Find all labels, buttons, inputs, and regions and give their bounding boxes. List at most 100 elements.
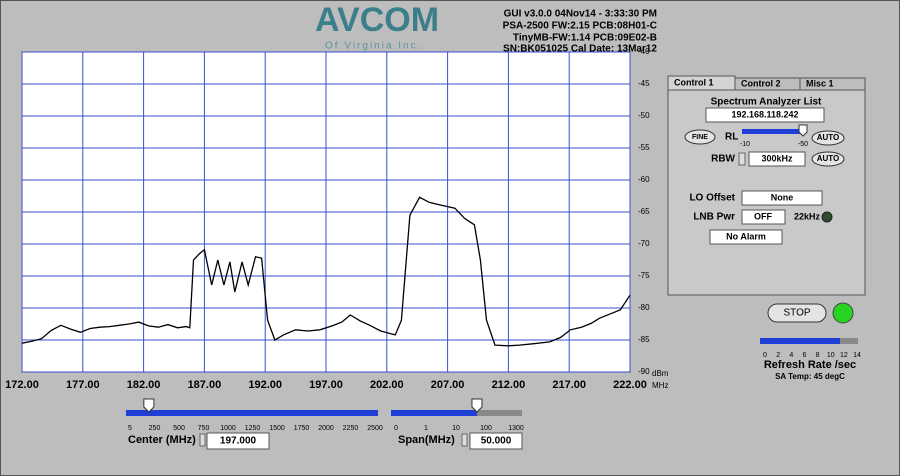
x-tick-label: 202.00 <box>370 379 404 391</box>
rl-slider[interactable] <box>742 129 805 134</box>
y-tick-label: -90 <box>638 367 650 376</box>
lnb-box[interactable] <box>741 209 786 225</box>
x-tick-label: 177.00 <box>66 379 100 391</box>
slider-tick-label: 250 <box>149 425 161 432</box>
lnb-value: OFF <box>754 211 772 221</box>
slider-tick-label: 2 <box>776 352 780 359</box>
slider-tick-label: 750 <box>198 425 210 432</box>
rl-label: RL <box>725 132 738 143</box>
slider-tick-label: 2250 <box>343 425 359 432</box>
alarm-text: No Alarm <box>726 231 766 241</box>
lo-value: None <box>771 192 794 202</box>
y-unit: dBm <box>652 369 669 378</box>
slider-tick-label: 1300 <box>508 425 524 432</box>
y-tick-label: -55 <box>638 143 650 152</box>
y-tick-label: -60 <box>638 175 650 184</box>
x-tick-label: 217.00 <box>552 379 586 391</box>
run-led <box>832 302 854 324</box>
y-tick-label: -75 <box>638 271 650 280</box>
slider-tick-label: 5 <box>128 425 132 432</box>
lo-label: LO Offset <box>689 193 735 204</box>
y-tick-label: -40 <box>638 47 650 56</box>
auto-button[interactable] <box>811 130 845 146</box>
slider-tick-label: 4 <box>789 352 793 359</box>
y-tick-label: -85 <box>638 335 650 344</box>
slider-tick-label: 1000 <box>220 425 236 432</box>
slider-tick-label: 14 <box>853 352 861 359</box>
spectrum-trace <box>21 196 631 347</box>
slider-tick-label: 0 <box>394 425 398 432</box>
y-tick-label: -80 <box>638 303 650 312</box>
slider-tick-label: 12 <box>840 352 848 359</box>
fine-label: FINE <box>692 134 708 141</box>
rl-thumb[interactable] <box>798 124 808 137</box>
refresh-fill <box>760 338 840 344</box>
span-box[interactable] <box>469 432 523 450</box>
lo-box[interactable] <box>741 190 823 206</box>
slider-tick-label: 1 <box>424 425 428 432</box>
auto-label: AUTO <box>817 133 840 142</box>
ip-text: 192.168.118.242 <box>731 109 798 119</box>
list-title: Spectrum Analyzer List <box>711 97 822 108</box>
header-line: GUI v3.0.0 04Nov14 - 3:33:30 PM <box>504 9 657 20</box>
rbw-label: RBW <box>711 154 735 165</box>
rbw-box[interactable] <box>748 151 806 167</box>
header-line: TinyMB-FW:1.14 PCB:09E02-B <box>513 33 657 44</box>
rbw-spinner[interactable] <box>738 152 746 166</box>
stop-label: STOP <box>783 308 810 319</box>
slider-tick-label: 1500 <box>269 425 285 432</box>
x-tick-label: 187.00 <box>188 379 222 391</box>
alarm-box <box>709 229 783 245</box>
ip-box[interactable] <box>705 107 825 123</box>
y-tick-label: -65 <box>638 207 650 216</box>
slider-tick-label: 100 <box>480 425 492 432</box>
center-spinner[interactable] <box>199 433 206 447</box>
rl-max: -50 <box>798 141 808 148</box>
slider-tick-label: 1750 <box>294 425 310 432</box>
tab-label: Control 2 <box>741 78 781 88</box>
tab-label: Control 1 <box>674 77 714 87</box>
x-tick-label: 197.00 <box>309 379 343 391</box>
span-value: 50.000 <box>481 436 512 447</box>
header-line: SN:BK051025 Cal Date: 13Mar12 <box>503 44 657 55</box>
center-slider[interactable] <box>126 410 378 416</box>
x-tick-label: 222.00 <box>613 379 647 391</box>
slider-thumb[interactable] <box>143 398 155 413</box>
x-unit: MHz <box>652 381 668 390</box>
x-tick-label: 182.00 <box>127 379 161 391</box>
center-box[interactable] <box>206 432 270 450</box>
lnb-label: LNB Pwr <box>693 212 735 223</box>
slider-tick-label: 500 <box>173 425 185 432</box>
sa-temp: SA Temp: 45 degC <box>775 372 845 381</box>
khz-led <box>821 211 833 223</box>
center-label: Center (MHz) <box>128 434 196 446</box>
center-value: 197.000 <box>220 436 257 447</box>
span-spinner[interactable] <box>461 433 468 447</box>
refresh-label: Refresh Rate /sec <box>764 359 856 371</box>
slider-tick-label: 2000 <box>318 425 334 432</box>
y-tick-label: -50 <box>638 111 650 120</box>
tab-label: Misc 1 <box>806 78 834 88</box>
rbw-value: 300kHz <box>761 153 793 163</box>
slider-tick-label: 1250 <box>245 425 261 432</box>
khz-label: 22kHz <box>794 211 821 221</box>
slider-thumb[interactable] <box>471 398 483 413</box>
x-tick-label: 212.00 <box>492 379 526 391</box>
x-tick-label: 192.00 <box>248 379 282 391</box>
x-tick-label: 207.00 <box>431 379 465 391</box>
y-tick-label: -70 <box>638 239 650 248</box>
rl-min: -10 <box>740 141 750 148</box>
span-label: Span(MHz) <box>398 434 455 446</box>
stop-button[interactable] <box>767 303 827 323</box>
auto-button[interactable] <box>811 151 845 167</box>
y-tick-label: -45 <box>638 79 650 88</box>
fine-button[interactable] <box>684 129 716 145</box>
logo-sub: Of Virginia Inc. <box>325 41 422 52</box>
auto-label: AUTO <box>817 154 840 163</box>
slider-tick-label: 10 <box>452 425 460 432</box>
slider-tick-label: 0 <box>763 352 767 359</box>
slider-tick-label: 6 <box>802 352 806 359</box>
logo: AVCOM <box>315 1 439 39</box>
slider-tick-label: 2500 <box>367 425 383 432</box>
